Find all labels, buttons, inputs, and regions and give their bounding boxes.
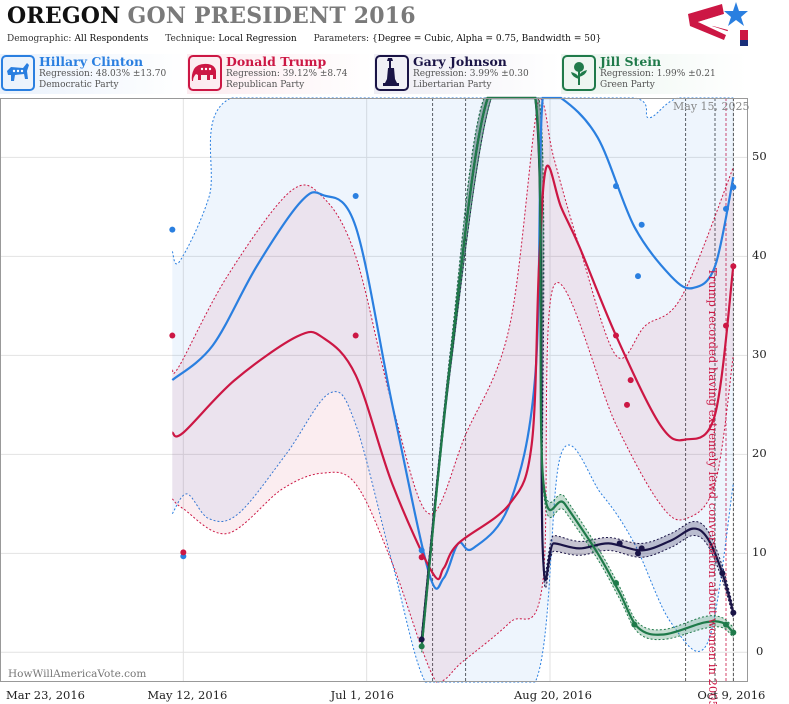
poll-point <box>418 547 425 554</box>
technique-label: Technique: <box>165 34 216 44</box>
x-tick-label: Jul 1, 2016 <box>330 688 394 702</box>
poll-point <box>730 609 737 616</box>
legend-regression: Regression: 48.03% ±13.70 <box>39 69 167 79</box>
technique-value: Local Regression <box>218 34 297 44</box>
legend-name: Gary Johnson <box>413 54 507 69</box>
y-tick-label: 10 <box>752 545 767 560</box>
confidence-bands <box>171 97 734 683</box>
trend-line <box>420 96 735 647</box>
plot-frame <box>0 98 748 682</box>
trend-lines <box>171 96 735 647</box>
poll-point <box>616 540 623 547</box>
poll-point <box>723 621 729 628</box>
poll-point <box>635 273 641 280</box>
poll-point <box>730 184 737 191</box>
event-annotation: Trump recorded having extremely lewd con… <box>706 268 720 704</box>
poll-point <box>638 545 645 552</box>
legend-name: Jill Stein <box>600 54 662 69</box>
x-tick-label: May 12, 2016 <box>147 688 228 702</box>
upper-bound-line <box>171 97 734 515</box>
plot-border <box>0 98 748 682</box>
regression-chart: Trump recorded having extremely lewd con… <box>0 96 748 704</box>
poll-point <box>730 629 737 636</box>
legend-party: Democratic Party <box>39 80 119 90</box>
legend-regression: Regression: 1.99% ±0.21 <box>600 69 716 79</box>
page-title: OREGON GON PRESIDENT 2016 <box>7 3 416 29</box>
poll-point <box>613 332 619 339</box>
poll-point <box>638 221 645 228</box>
poll-point <box>613 580 619 587</box>
confidence-band <box>172 98 734 682</box>
legend-party: Libertarian Party <box>413 80 492 90</box>
y-tick-label: 40 <box>752 248 767 263</box>
x-tick-label: Mar 23, 2016 <box>6 688 85 702</box>
trend-line <box>171 164 735 581</box>
poll-point <box>169 332 176 339</box>
poll-point <box>723 205 729 212</box>
trend-line <box>171 96 735 590</box>
poll-point <box>169 226 176 233</box>
legend: Hillary Clinton Regression: 48.03% ±13.7… <box>0 54 789 96</box>
elephant-icon <box>188 55 222 91</box>
legend-item-johnson: Gary Johnson Regression: 3.99% ±0.30 Lib… <box>374 54 560 94</box>
poll-point <box>723 322 729 329</box>
liberty-statue-icon <box>375 55 409 91</box>
poll-points <box>169 183 737 650</box>
donkey-icon <box>1 55 35 91</box>
legend-item-stein: Jill Stein Regression: 1.99% ±0.21 Green… <box>561 54 747 94</box>
legend-regression: Regression: 3.99% ±0.30 <box>413 69 529 79</box>
upper-bound-line <box>171 97 734 265</box>
site-watermark: HowWillAmericaVote.com <box>8 668 147 680</box>
poll-point <box>418 643 425 650</box>
poll-point <box>613 183 619 190</box>
poll-point <box>631 621 638 628</box>
chart-header: OREGON GON PRESIDENT 2016 Demographic: All… <box>0 0 789 52</box>
x-tick-label: Aug 20, 2016 <box>514 688 592 702</box>
title-state: OREGON <box>7 3 121 29</box>
demographic-value: All Respondents <box>74 34 149 44</box>
legend-regression: Regression: 39.12% ±8.74 <box>226 69 348 79</box>
y-tick-label: 50 <box>752 149 767 164</box>
date-stamp: May 15, 2025 <box>673 100 750 113</box>
y-tick-label: 0 <box>756 644 764 659</box>
poll-point <box>352 192 359 199</box>
title-race: GON PRESIDENT 2016 <box>127 3 416 29</box>
legend-party: Green Party <box>600 80 655 90</box>
poll-point <box>352 332 359 339</box>
poll-point <box>719 570 726 577</box>
parameters-value: {Degree = Cubic, Alpha = 0.75, Bandwidth… <box>372 34 602 44</box>
lower-bound-line <box>421 97 734 653</box>
poll-point <box>627 377 634 384</box>
legend-party: Republican Party <box>226 80 305 90</box>
poll-point <box>418 554 425 561</box>
lower-bound-line <box>171 282 734 683</box>
y-tick-label: 30 <box>752 347 767 362</box>
x-tick-label: Oct 9, 2016 <box>697 688 766 702</box>
legend-name: Donald Trump <box>226 54 327 69</box>
upper-bound-line <box>421 97 734 641</box>
poll-point <box>730 263 737 270</box>
poll-point <box>635 550 641 557</box>
poll-point <box>624 401 630 408</box>
parameters-label: Parameters: <box>313 34 370 44</box>
lower-bound-line <box>421 97 734 647</box>
legend-item-clinton: Hillary Clinton Regression: 48.03% ±13.7… <box>0 54 186 94</box>
legend-name: Hillary Clinton <box>39 54 144 69</box>
site-logo-icon <box>688 2 748 46</box>
poll-point <box>180 549 187 556</box>
demographic-label: Demographic: <box>7 34 72 44</box>
rose-icon <box>562 55 596 91</box>
poll-point <box>418 636 425 643</box>
legend-item-trump: Donald Trump Regression: 39.12% ±8.74 Re… <box>187 54 373 94</box>
confidence-band <box>172 98 734 682</box>
parameters-line: Demographic: All Respondents Technique: Lo… <box>7 34 615 44</box>
y-tick-label: 20 <box>752 446 767 461</box>
